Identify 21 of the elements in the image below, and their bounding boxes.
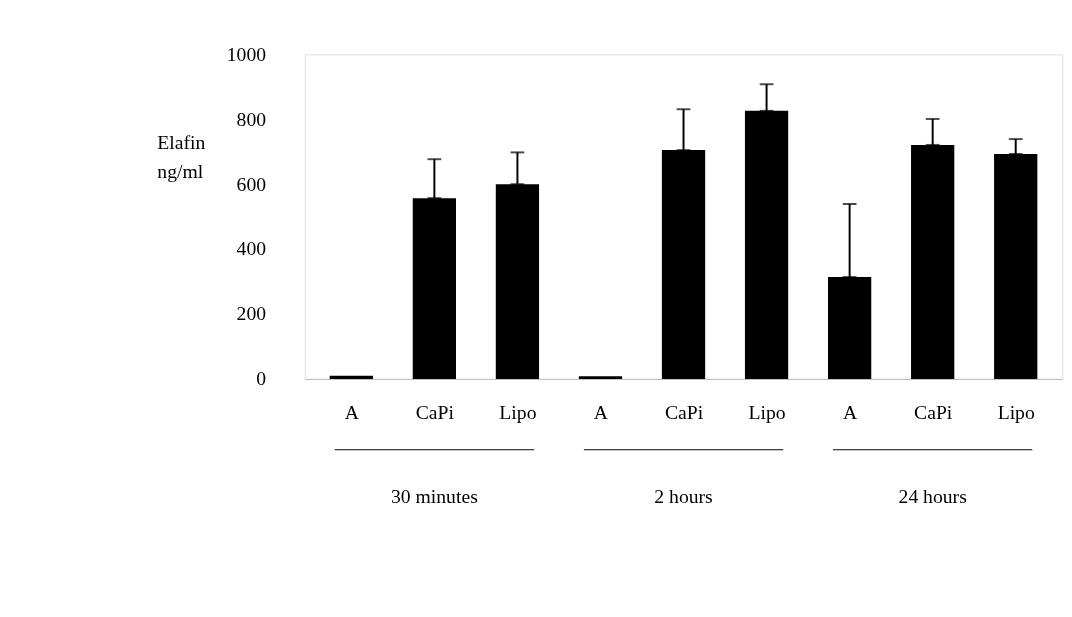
x-tick-label: A	[843, 400, 859, 423]
y-tick-label: 600	[236, 172, 267, 195]
x-tick-label: A	[344, 400, 360, 423]
y-tick-label: 0	[256, 367, 267, 390]
bar	[329, 375, 373, 379]
y-tick-label: 200	[236, 302, 267, 325]
x-tick-label: CaPi	[914, 400, 953, 423]
y-axis-title: Elafin ng/ml	[157, 130, 206, 183]
text: 2 hours	[654, 484, 713, 507]
y-tick-label: 800	[236, 107, 267, 130]
y-tick-label: 1000	[226, 42, 267, 65]
x-tick-label: Lipo	[499, 400, 537, 423]
bar	[578, 376, 623, 379]
x-tick-label: Lipo	[748, 400, 786, 423]
x-tick-label: A	[593, 400, 609, 423]
x-tick-label: Lipo	[997, 400, 1035, 423]
y-tick-label: 400	[236, 237, 267, 260]
x-tick-label: CaPi	[415, 400, 455, 423]
text: 24 hours	[898, 484, 967, 507]
text: 30 minutes	[390, 484, 478, 507]
x-tick-label: CaPi	[664, 400, 704, 423]
